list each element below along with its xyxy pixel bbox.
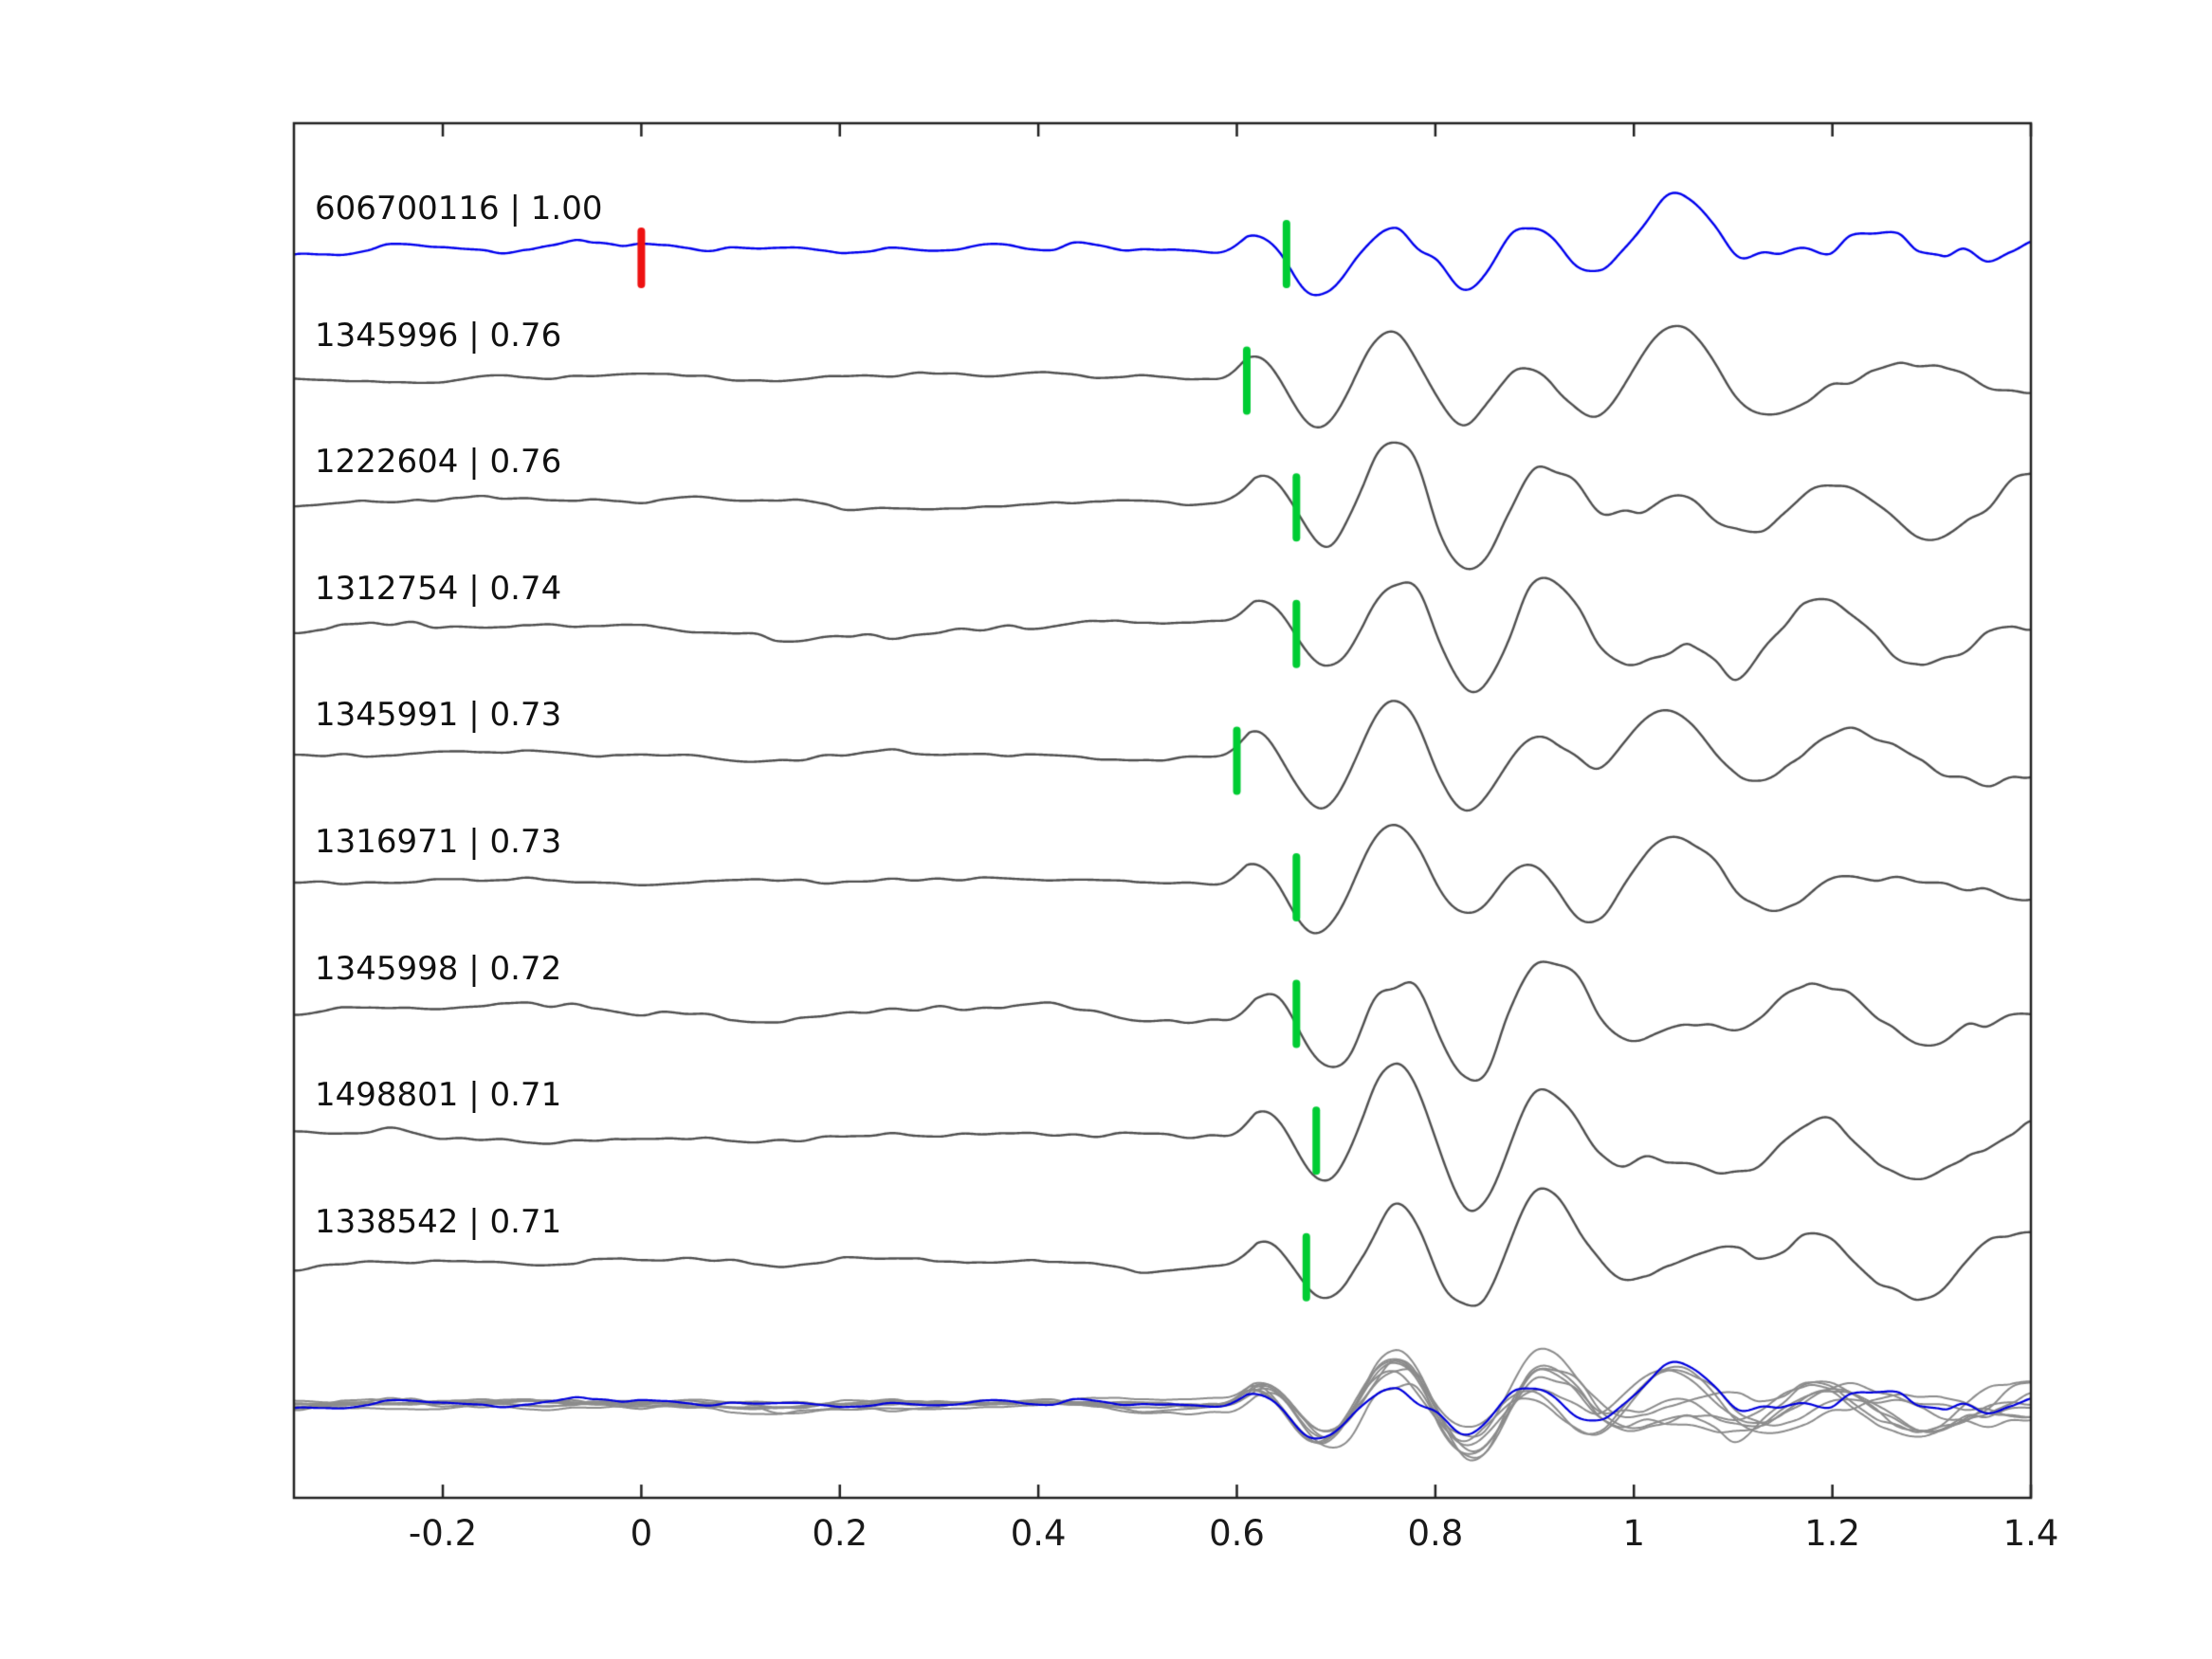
waveform-canvas <box>0 0 2212 1659</box>
waveform-figure: 606700116.OO.AXEC1.EHN 606700116 | 1.001… <box>0 0 2212 1659</box>
